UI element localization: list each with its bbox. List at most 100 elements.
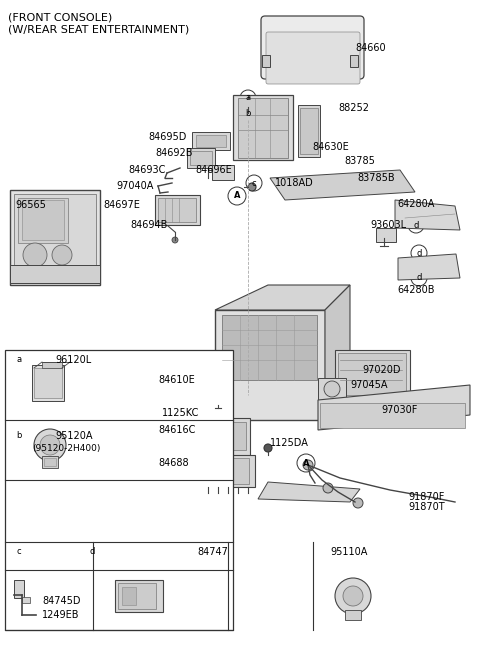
FancyBboxPatch shape — [261, 16, 364, 79]
Bar — [350, 55, 358, 67]
Circle shape — [52, 245, 72, 265]
Text: (FRONT CONSOLE): (FRONT CONSOLE) — [8, 12, 112, 22]
Bar — [335, 350, 410, 398]
Polygon shape — [215, 285, 350, 310]
Bar — [238, 98, 288, 158]
Polygon shape — [325, 285, 350, 420]
Text: A: A — [234, 191, 240, 200]
Bar — [318, 378, 346, 400]
Bar — [233, 95, 293, 160]
Text: 83785: 83785 — [344, 156, 375, 166]
Text: 84696E: 84696E — [195, 165, 232, 175]
Text: 1018AD: 1018AD — [275, 178, 314, 188]
Circle shape — [324, 381, 340, 397]
Bar — [200, 455, 255, 487]
Text: 84695D: 84695D — [148, 132, 186, 142]
Text: 84688: 84688 — [158, 458, 189, 468]
Bar — [212, 165, 234, 180]
Text: d: d — [413, 221, 419, 229]
Polygon shape — [258, 482, 360, 502]
Text: a: a — [245, 93, 251, 102]
Text: 84660: 84660 — [355, 43, 385, 53]
Text: 97030F: 97030F — [381, 405, 418, 415]
Text: 1125KC: 1125KC — [162, 408, 199, 418]
Bar — [44, 458, 56, 466]
Bar — [18, 198, 68, 243]
Circle shape — [172, 237, 178, 243]
Circle shape — [323, 483, 333, 493]
Text: 91870T: 91870T — [408, 502, 444, 512]
Text: (95120-2H400): (95120-2H400) — [32, 445, 100, 453]
Circle shape — [40, 435, 60, 455]
Bar — [204, 422, 224, 434]
Text: d: d — [416, 248, 422, 258]
Bar — [34, 368, 62, 398]
Bar — [204, 458, 249, 484]
Circle shape — [11, 352, 27, 368]
Text: (W/REAR SEAT ENTERTAINMENT): (W/REAR SEAT ENTERTAINMENT) — [8, 24, 189, 34]
Bar — [187, 148, 215, 168]
Circle shape — [84, 544, 100, 560]
Text: 95120A: 95120A — [55, 431, 93, 441]
Bar — [338, 353, 406, 395]
Bar — [42, 362, 62, 368]
Text: 97040A: 97040A — [116, 181, 154, 191]
Text: a: a — [16, 355, 22, 365]
Polygon shape — [395, 200, 460, 230]
Circle shape — [214, 409, 222, 417]
Text: 93603L: 93603L — [370, 220, 406, 230]
Bar — [300, 108, 318, 154]
Circle shape — [411, 270, 427, 286]
Bar — [192, 132, 230, 150]
Text: b: b — [16, 432, 22, 440]
Text: 97045A: 97045A — [350, 380, 387, 390]
FancyBboxPatch shape — [266, 32, 360, 84]
Text: 95110A: 95110A — [330, 547, 367, 557]
Bar — [42, 456, 58, 468]
Bar — [320, 403, 465, 428]
Circle shape — [248, 183, 256, 191]
Bar — [204, 436, 224, 448]
Bar — [200, 418, 250, 456]
Text: 84697E: 84697E — [103, 200, 140, 210]
Text: 84616C: 84616C — [158, 425, 195, 435]
Text: d: d — [89, 547, 95, 556]
Circle shape — [411, 245, 427, 261]
Text: 84693C: 84693C — [128, 165, 166, 175]
Text: A: A — [303, 459, 309, 468]
Circle shape — [335, 578, 371, 614]
Text: 83785B: 83785B — [357, 173, 395, 183]
Bar — [228, 422, 246, 450]
Bar — [376, 228, 396, 242]
Text: 84630E: 84630E — [312, 142, 349, 152]
Circle shape — [11, 544, 27, 560]
Bar — [158, 198, 196, 222]
Circle shape — [246, 175, 262, 191]
Text: c: c — [17, 547, 21, 556]
Circle shape — [240, 90, 256, 106]
Bar — [22, 200, 64, 240]
Text: 1125DA: 1125DA — [270, 438, 309, 448]
Bar — [10, 190, 100, 285]
Text: 96565: 96565 — [15, 200, 46, 210]
Bar — [196, 135, 226, 147]
Text: d: d — [416, 273, 422, 283]
Bar — [222, 315, 317, 380]
Circle shape — [11, 428, 27, 444]
Polygon shape — [318, 385, 470, 430]
Circle shape — [353, 498, 363, 508]
Circle shape — [343, 586, 363, 606]
Bar — [155, 195, 200, 225]
Circle shape — [264, 444, 272, 452]
Bar — [345, 610, 361, 620]
Circle shape — [303, 460, 313, 470]
Text: 84745D: 84745D — [42, 596, 81, 606]
Circle shape — [408, 217, 424, 233]
Bar — [262, 55, 270, 67]
Text: c: c — [252, 179, 256, 187]
Text: 84692B: 84692B — [155, 148, 192, 158]
Circle shape — [297, 454, 315, 472]
Bar — [122, 587, 136, 605]
Bar — [22, 597, 30, 603]
Text: 64280A: 64280A — [397, 199, 434, 209]
